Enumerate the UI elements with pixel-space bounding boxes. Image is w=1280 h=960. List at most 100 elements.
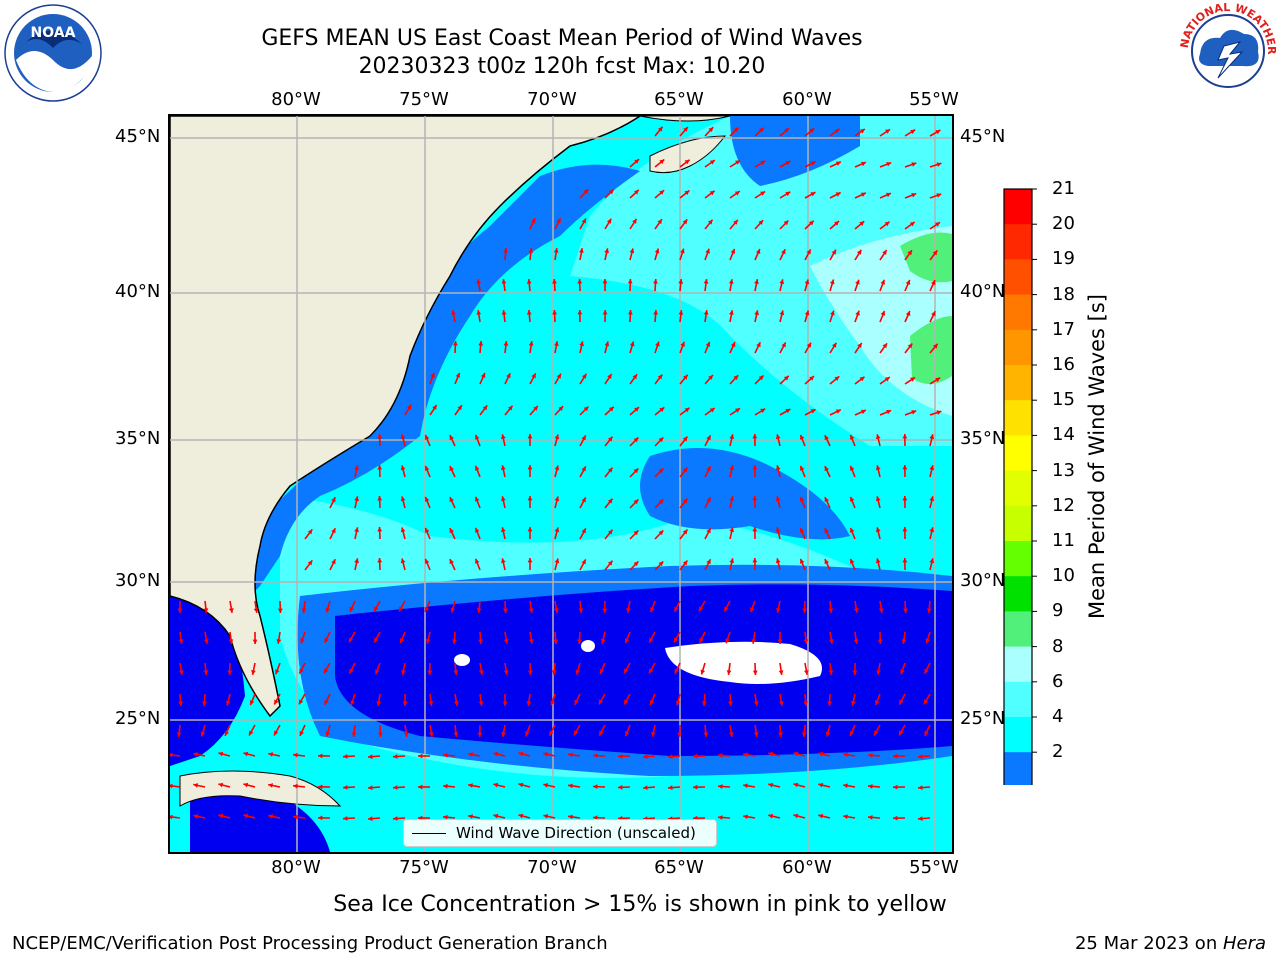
colorbar-segment <box>1004 752 1032 785</box>
wind-wave-arrowhead <box>693 753 698 759</box>
wind-wave-arrowhead <box>778 670 784 675</box>
wind-wave-arrowhead <box>553 639 558 644</box>
wind-wave-arrowhead <box>886 409 892 415</box>
wind-wave-arrowhead <box>824 559 829 565</box>
wind-wave-arrowhead <box>835 409 841 414</box>
wind-wave-arrowhead <box>880 279 885 285</box>
wind-wave-arrowhead <box>752 465 758 470</box>
wind-wave-arrowhead <box>683 127 688 132</box>
lat-label-left-35n: 35°N <box>115 428 161 449</box>
wind-wave-arrowhead <box>533 405 538 411</box>
wind-wave-arrowhead <box>577 639 582 644</box>
wind-wave-arrowhead <box>554 341 559 346</box>
wind-wave-arrowhead <box>924 699 929 705</box>
wind-wave-arrowhead <box>554 465 560 471</box>
wind-wave-arrowhead <box>375 669 380 675</box>
wind-wave-arrowhead <box>449 466 454 472</box>
wind-wave-arrowhead <box>777 639 783 644</box>
wind-wave-arrowhead <box>886 192 891 198</box>
wind-wave-arrowhead <box>424 465 430 471</box>
wind-wave-arrowhead <box>249 700 255 706</box>
nova-scotia-land <box>639 116 731 122</box>
wind-wave-arrowhead <box>468 783 473 788</box>
wind-wave-arrowhead <box>633 468 639 474</box>
wind-wave-arrowhead <box>754 279 759 284</box>
wind-wave-arrowhead <box>629 248 635 254</box>
wind-wave-arrowhead <box>693 784 698 790</box>
wind-wave-arrowhead <box>877 639 883 644</box>
wind-wave-arrowhead <box>861 409 866 415</box>
wind-wave-arrowhead <box>593 784 598 789</box>
map-panel[interactable] <box>168 114 954 854</box>
wind-wave-arrowhead <box>549 730 554 736</box>
wind-wave-arrowhead <box>929 434 935 440</box>
wind-wave-arrowhead <box>825 731 831 737</box>
wind-wave-arrowhead <box>368 816 373 822</box>
sea-ice-note: Sea Ice Concentration > 15% is shown in … <box>333 892 947 917</box>
lon-label-bottom-70w: 70°W <box>527 857 577 878</box>
wind-wave-arrowhead <box>658 126 663 132</box>
wind-wave-arrowhead <box>875 527 881 533</box>
wind-wave-arrowhead <box>618 753 623 759</box>
wind-wave-arrowhead <box>778 701 784 706</box>
wind-wave-arrowhead <box>377 527 383 532</box>
wind-wave-arrowhead <box>457 405 462 411</box>
colorbar-segment <box>1004 646 1032 683</box>
wind-wave-arrowhead <box>924 730 929 736</box>
wind-wave-arrowhead <box>899 730 904 736</box>
wind-wave-arrowhead <box>432 405 437 410</box>
wind-wave-arrowhead <box>575 669 581 675</box>
wind-wave-arrowhead <box>802 608 808 613</box>
wind-wave-arrowhead <box>699 637 704 643</box>
wind-wave-arrowhead <box>936 162 942 167</box>
no-data-spot <box>581 640 595 652</box>
wind-wave-arrowhead <box>478 639 483 644</box>
wind-wave-arrowhead <box>331 559 336 565</box>
wind-wave-arrowhead <box>581 373 587 379</box>
wind-wave-arrowhead <box>627 279 633 284</box>
wind-wave-arrowhead <box>204 639 209 644</box>
wind-wave-arrowhead <box>593 753 598 758</box>
wind-wave-arrowhead <box>177 608 183 613</box>
wind-wave-arrowhead <box>758 375 764 381</box>
lon-label-top-60w: 60°W <box>782 89 832 110</box>
wind-wave-arrowhead <box>728 732 734 737</box>
wind-wave-arrowhead <box>354 496 359 502</box>
wind-wave-arrowhead <box>552 279 557 284</box>
wind-wave-arrowhead <box>751 639 757 644</box>
colorbar-segment <box>1004 717 1032 753</box>
wind-wave-arrowhead <box>835 192 841 197</box>
wind-wave-arrowhead <box>718 753 723 758</box>
wind-wave-arrowhead <box>253 608 259 613</box>
colorbar-tick-label: 14 <box>1052 424 1075 446</box>
wind-wave-arrowhead <box>859 376 865 382</box>
wind-wave-arrowhead <box>526 310 532 315</box>
wind-wave-arrowhead <box>350 700 355 706</box>
wind-wave-arrowhead <box>707 219 713 225</box>
wind-wave-arrowhead <box>568 752 573 758</box>
wind-wave-arrowhead <box>607 374 612 379</box>
wind-wave-arrowhead <box>818 751 824 757</box>
colorbar-tick-label: 18 <box>1052 283 1075 305</box>
wind-wave-arrowhead <box>799 496 805 502</box>
wind-wave-arrowhead <box>907 343 913 349</box>
wind-wave-arrowhead <box>700 669 706 675</box>
wind-wave-arrowhead <box>835 161 841 166</box>
wind-wave-arrowhead <box>482 405 488 411</box>
wind-wave-arrowhead <box>818 782 824 788</box>
footer-date: 25 Mar 2023 on Hera <box>1075 933 1266 954</box>
wind-wave-arrowhead <box>218 813 224 819</box>
wind-wave-arrowhead <box>900 669 905 675</box>
wind-wave-arrowhead <box>935 377 941 383</box>
wind-wave-arrowhead <box>200 731 206 737</box>
wind-wave-arrowhead <box>424 527 430 533</box>
wind-wave-arrowhead <box>824 435 829 441</box>
wind-wave-arrowhead <box>705 341 711 347</box>
colorbar-label: Mean Period of Wind Waves [s] <box>1085 294 1109 619</box>
wind-wave-arrowhead <box>443 814 448 820</box>
colorbar-tick-label: 16 <box>1052 354 1075 375</box>
wind-wave-arrowhead <box>608 189 614 195</box>
wind-wave-arrowhead <box>643 754 648 759</box>
nws-logo: NATIONAL WEATHER SERVICE <box>1178 2 1278 98</box>
wind-wave-arrowhead <box>705 248 710 254</box>
